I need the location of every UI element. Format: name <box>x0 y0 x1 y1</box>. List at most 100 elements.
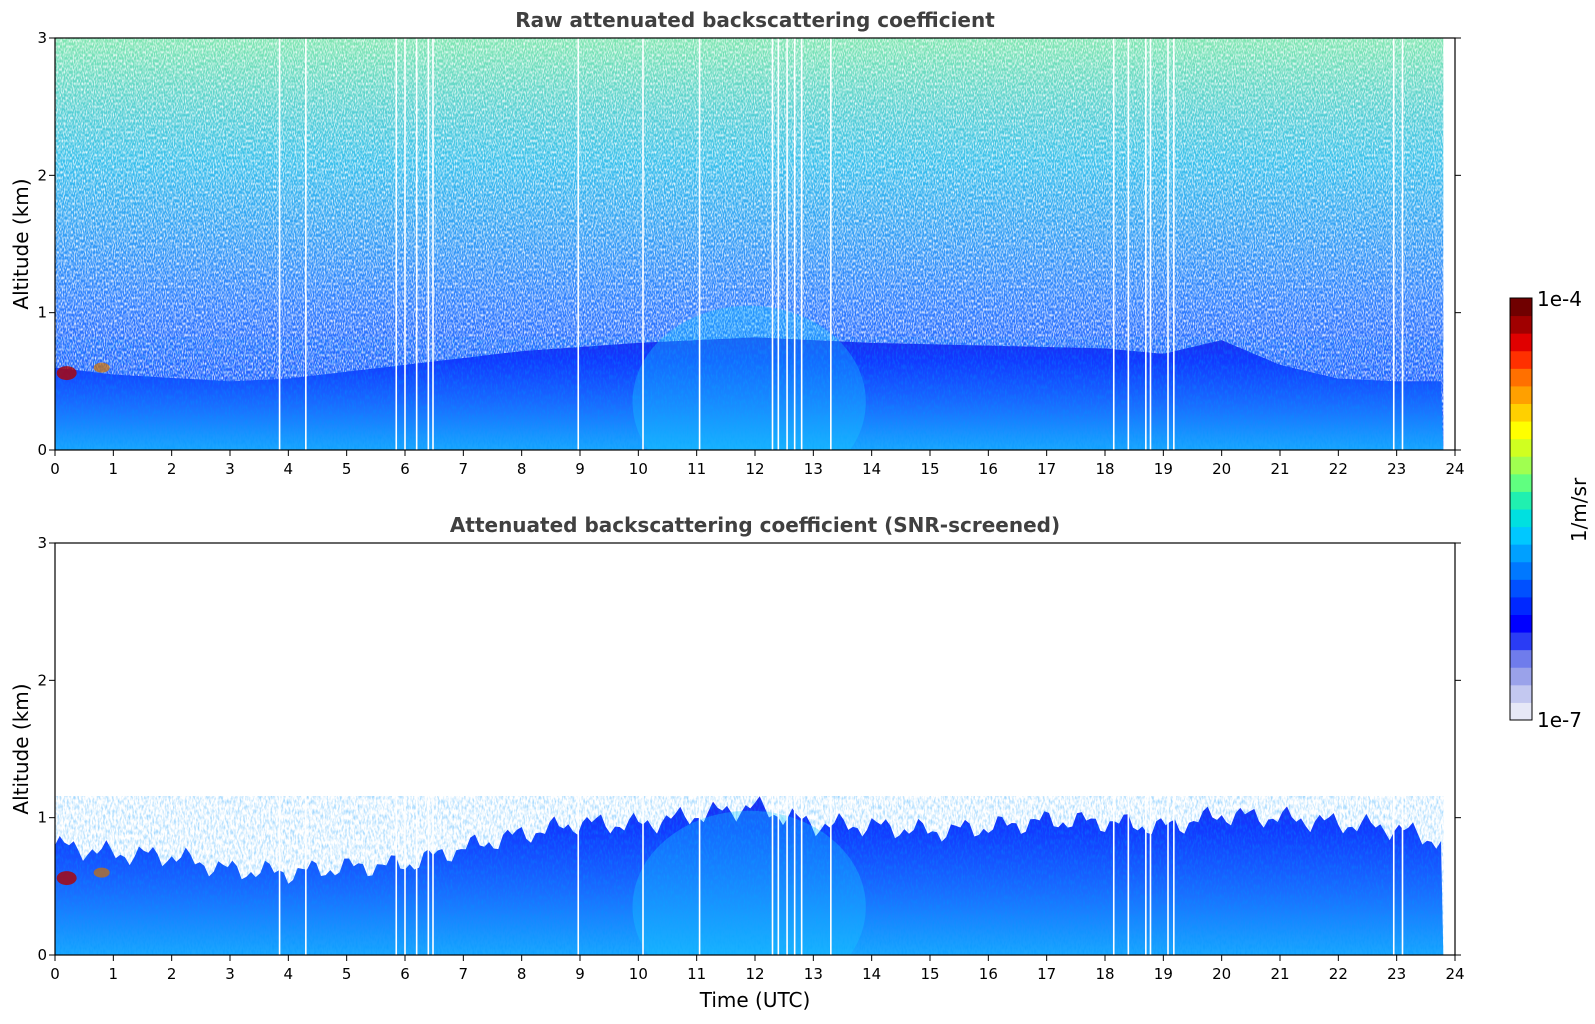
x-tick-label: 7 <box>459 460 469 478</box>
x-tick-label: 15 <box>920 460 939 478</box>
colorbar-cell <box>1510 667 1532 686</box>
x-tick-label: 4 <box>284 460 294 478</box>
colorbar-cell <box>1510 385 1532 404</box>
x-tick-label: 0 <box>50 965 60 983</box>
panel-raw: Raw attenuated backscattering coefficien… <box>9 8 1465 478</box>
x-tick-label: 10 <box>629 460 648 478</box>
y-tick-label: 1 <box>37 304 47 322</box>
x-tick-label: 1 <box>109 965 119 983</box>
y-axis: 0 1 2 3 <box>37 29 1461 459</box>
y-tick-label: 0 <box>37 946 47 964</box>
colorbar-cell <box>1510 298 1532 317</box>
colorbar-unit-label: 1/m/sr <box>1567 477 1591 542</box>
y-axis-label: Altitude (km) <box>9 178 33 309</box>
x-tick-label: 6 <box>400 965 410 983</box>
aerosol-layer <box>93 867 110 878</box>
x-tick-label: 12 <box>745 460 764 478</box>
x-tick-label: 11 <box>687 965 706 983</box>
x-tick-label: 13 <box>804 965 823 983</box>
y-axis-label: Altitude (km) <box>9 683 33 814</box>
x-tick-label: 18 <box>1095 460 1114 478</box>
panel-title: Raw attenuated backscattering coefficien… <box>515 8 995 32</box>
x-tick-label: 19 <box>1154 460 1173 478</box>
x-tick-label: 5 <box>342 460 352 478</box>
y-tick-label: 3 <box>37 534 47 552</box>
x-tick-label: 4 <box>284 965 294 983</box>
y-tick-label: 1 <box>37 809 47 827</box>
x-tick-label: 10 <box>629 965 648 983</box>
aerosol-layer <box>56 871 77 886</box>
x-tick-label: 17 <box>1037 965 1056 983</box>
x-tick-label: 3 <box>225 965 235 983</box>
colorbar-cell <box>1510 579 1532 598</box>
colorbar-cell <box>1510 544 1532 563</box>
x-tick-label: 7 <box>459 965 469 983</box>
y-axis: 0 1 2 3 <box>37 534 1461 964</box>
x-tick-label: 15 <box>920 965 939 983</box>
colorbar-cell <box>1510 702 1532 721</box>
x-tick-label: 24 <box>1445 965 1464 983</box>
colorbar-max-label: 1e-4 <box>1537 287 1582 311</box>
x-tick-label: 2 <box>167 460 177 478</box>
x-tick-label: 24 <box>1445 460 1464 478</box>
x-tick-label: 22 <box>1329 965 1348 983</box>
colorbar-cell <box>1510 350 1532 369</box>
colorbar-cell <box>1510 438 1532 457</box>
x-tick-label: 20 <box>1212 460 1231 478</box>
y-tick-label: 2 <box>37 166 47 184</box>
x-axis-label: Time (UTC) <box>699 988 811 1012</box>
colorbar-cell <box>1510 596 1532 615</box>
x-tick-label: 11 <box>687 460 706 478</box>
colorbar-cell <box>1510 456 1532 475</box>
colorbar-cell <box>1510 509 1532 528</box>
midday-enhancement <box>632 305 866 450</box>
colorbar-cell <box>1510 526 1532 545</box>
boundary-layer-texture <box>55 337 1444 450</box>
x-tick-label: 23 <box>1387 460 1406 478</box>
x-axis: 0 1 2 3 4 5 6 7 8 9 10 11 12 13 14 15 16 17 18 19 20 21 22 23 24 <box>50 955 1465 983</box>
x-tick-label: 20 <box>1212 965 1231 983</box>
colorbar-cell <box>1510 561 1532 580</box>
colorbar-min-label: 1e-7 <box>1537 708 1582 732</box>
colorbar-cell <box>1510 403 1532 422</box>
x-tick-label: 13 <box>804 460 823 478</box>
panel-title: Attenuated backscattering coefficient (S… <box>450 513 1060 537</box>
x-tick-label: 21 <box>1270 460 1289 478</box>
panel-snr-screened: Attenuated backscattering coefficient (S… <box>9 513 1465 1012</box>
plot-area <box>55 38 1444 450</box>
x-tick-label: 8 <box>517 460 527 478</box>
plot-area <box>55 543 1444 955</box>
x-tick-label: 17 <box>1037 460 1056 478</box>
colorbar-cell <box>1510 421 1532 440</box>
colorbar: 1e-4 1e-7 1/m/sr <box>1509 287 1591 732</box>
x-tick-label: 23 <box>1387 965 1406 983</box>
x-axis: 0 1 2 3 4 5 6 7 8 9 10 11 12 13 14 15 16 17 18 19 20 21 22 23 24 <box>50 450 1465 478</box>
colorbar-cell <box>1510 491 1532 510</box>
colorbar-cell <box>1510 632 1532 651</box>
colorbar-cell <box>1510 333 1532 352</box>
x-tick-label: 12 <box>745 965 764 983</box>
midday-enhancement <box>632 810 866 955</box>
x-tick-label: 3 <box>225 460 235 478</box>
x-tick-label: 16 <box>979 965 998 983</box>
y-tick-label: 3 <box>37 29 47 47</box>
x-tick-label: 9 <box>575 460 585 478</box>
x-tick-label: 14 <box>862 460 881 478</box>
colorbar-cell <box>1510 684 1532 703</box>
x-tick-label: 21 <box>1270 965 1289 983</box>
x-tick-label: 16 <box>979 460 998 478</box>
colorbar-cell <box>1510 368 1532 387</box>
x-tick-label: 18 <box>1095 965 1114 983</box>
colorbar-cell <box>1510 649 1532 668</box>
y-tick-label: 2 <box>37 671 47 689</box>
x-tick-label: 2 <box>167 965 177 983</box>
aerosol-layer <box>93 362 110 373</box>
aerosol-layer <box>56 366 77 381</box>
x-tick-label: 22 <box>1329 460 1348 478</box>
x-tick-label: 1 <box>109 460 119 478</box>
x-tick-label: 0 <box>50 460 60 478</box>
colorbar-cell <box>1510 315 1532 334</box>
boundary-layer-texture <box>55 796 1444 955</box>
